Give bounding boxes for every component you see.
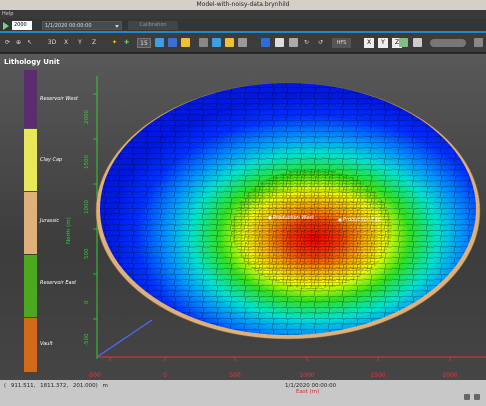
legend-swatch (24, 318, 37, 372)
reset-icon[interactable]: ↺ (317, 39, 324, 46)
status-button-icon[interactable] (474, 394, 480, 400)
chevron-down-icon (115, 25, 119, 28)
toolbar: ⟳ ⊕ ↖ 3D X Y Z ✦ ✚ 15 ↻ ↺ ⤧ HFS X Y Z (0, 33, 486, 53)
cube-y-button[interactable]: Y (378, 38, 388, 48)
box-icon[interactable] (289, 38, 298, 47)
screenshot-icon[interactable] (399, 38, 408, 47)
coord-z: 201.000) m (72, 383, 108, 389)
legend-swatch (24, 129, 37, 191)
y-tick-label: 0 (84, 300, 90, 304)
settings-icon[interactable] (413, 38, 422, 47)
refresh-icon[interactable]: ↻ (303, 39, 310, 46)
view-y-button[interactable]: Y (78, 39, 82, 46)
y-tick-label: 1500 (84, 155, 90, 169)
bulb-icon[interactable]: ✦ (111, 39, 118, 46)
grid-cells-refined (232, 169, 392, 289)
legend-label: Reservoir East (40, 280, 77, 286)
wells-icon[interactable] (238, 38, 247, 47)
menu-help[interactable]: Help (2, 11, 14, 17)
grid-icon[interactable] (155, 38, 164, 47)
rotate-icon[interactable]: ⟳ (4, 39, 11, 46)
y-tick-label: -500 (84, 333, 90, 346)
time-bar: 2000 1/1/2020 00:00:00 Calibration (0, 19, 486, 33)
legend-label: Jurassic (40, 218, 60, 224)
view-x-button[interactable]: X (63, 39, 69, 46)
time-step-input[interactable]: 2000 (12, 21, 32, 30)
status-bar: ( 911.511, 1811.372, 201.000) m 1/1/2020… (0, 380, 486, 406)
x-tick-label: 500 (229, 372, 241, 379)
legend-label: Clay Cap (40, 157, 63, 163)
copy-icon[interactable] (275, 38, 284, 47)
crosshair-icon[interactable]: ⊕ (15, 39, 22, 46)
time-slider-track[interactable] (0, 31, 486, 33)
legend-title: Lithology Unit (4, 58, 60, 66)
legend-label: Vault (40, 341, 53, 347)
calibration-button[interactable]: Calibration (128, 21, 178, 30)
coord-x: 911.511, (10, 383, 36, 389)
layers-icon[interactable] (168, 38, 177, 47)
well-label-east: Production East (343, 217, 383, 223)
cube-icon[interactable] (261, 38, 270, 47)
y-axis-title: North (m) (66, 217, 72, 244)
x-axis-title: East (m) (296, 389, 320, 395)
compass-icon[interactable]: ✚ (123, 39, 130, 46)
mesh-icon[interactable] (199, 38, 208, 47)
x-tick-label: 2000 (442, 372, 457, 379)
coord-open-paren: ( (4, 383, 7, 389)
well-marker-east (338, 218, 342, 222)
y-tick-label: 1000 (84, 200, 90, 214)
menu-bar: Help (0, 10, 486, 19)
current-time: 1/1/2020 00:00:00 (285, 383, 337, 389)
cube-x-button[interactable]: X (364, 38, 374, 48)
legend-swatch (24, 255, 37, 317)
contour-icon[interactable] (225, 38, 234, 47)
opacity-slider[interactable] (430, 39, 466, 47)
x-tick-label: 1500 (370, 372, 385, 379)
3d-viewport[interactable]: -500 0 500 1000 1500 2000 North (m) -500… (0, 54, 486, 380)
coord-y: 1811.372, (40, 383, 69, 389)
window-title-bar: Model-with-noisy-data.brynhild (0, 0, 486, 10)
z-scale-input[interactable]: 15 (137, 38, 151, 48)
y-tick-label: 2000 (84, 110, 90, 124)
legend-label: Reservoir West (40, 96, 78, 102)
legend-swatch (24, 70, 37, 128)
legend-swatch (24, 192, 37, 254)
play-icon[interactable] (3, 22, 9, 30)
well-label-west: Production West (273, 215, 315, 221)
hfs-button[interactable]: HFS (332, 38, 351, 48)
slice-icon[interactable] (212, 38, 221, 47)
x-tick-label: -500 (87, 372, 101, 379)
status-button-icon[interactable] (464, 394, 470, 400)
x-tick-label: 1000 (299, 372, 314, 379)
view-z-button[interactable]: Z (91, 39, 97, 46)
surface-icon[interactable] (181, 38, 190, 47)
cursor-coordinates: ( 911.511, 1811.372, 201.000) m (4, 383, 108, 389)
y-tick-label: 500 (84, 248, 90, 259)
pointer-icon[interactable]: ↖ (26, 39, 33, 46)
datetime-value: 1/1/2020 00:00:00 (45, 23, 92, 29)
x-tick-label: 0 (163, 372, 167, 379)
cube-z-button[interactable]: Z (392, 38, 402, 48)
view-3d-button[interactable]: 3D (47, 39, 57, 46)
more-icon[interactable] (474, 38, 483, 47)
window-title: Model-with-noisy-data.brynhild (196, 1, 290, 8)
reservoir-render[interactable]: -500 0 500 1000 1500 2000 North (m) -500… (0, 54, 486, 380)
well-marker-west (268, 216, 272, 220)
datetime-select[interactable]: 1/1/2020 00:00:00 (42, 21, 122, 30)
